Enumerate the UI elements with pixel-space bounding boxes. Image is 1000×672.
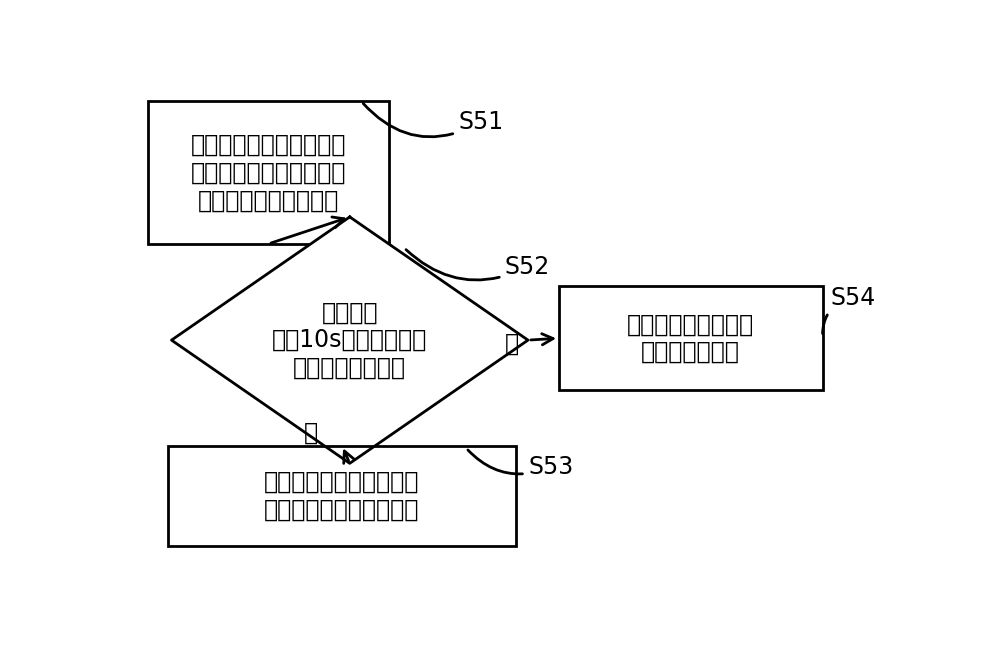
Bar (168, 446, 516, 546)
Text: S51: S51 (363, 103, 503, 137)
Text: 检测模块
进行10s的连接检测，
判断连接是否成功: 检测模块 进行10s的连接检测， 判断连接是否成功 (272, 300, 427, 380)
Text: S52: S52 (406, 249, 550, 280)
Polygon shape (172, 217, 528, 463)
Bar (559, 286, 822, 390)
Text: S53: S53 (468, 450, 573, 479)
Text: S54: S54 (823, 286, 876, 333)
Text: 保持当前配置并进行
数据转发，结束: 保持当前配置并进行 数据转发，结束 (627, 312, 754, 364)
Text: 是: 是 (505, 332, 519, 356)
Bar (148, 101, 388, 244)
Text: 以太网交换模块将对应的
有光端口切换为千兆光口: 以太网交换模块将对应的 有光端口切换为千兆光口 (264, 470, 420, 521)
Text: 否: 否 (304, 421, 318, 445)
Text: 以太网交换模块根据写入
的配置信息，将对应的有
光端口切换为百兆光口: 以太网交换模块根据写入 的配置信息，将对应的有 光端口切换为百兆光口 (191, 133, 346, 212)
